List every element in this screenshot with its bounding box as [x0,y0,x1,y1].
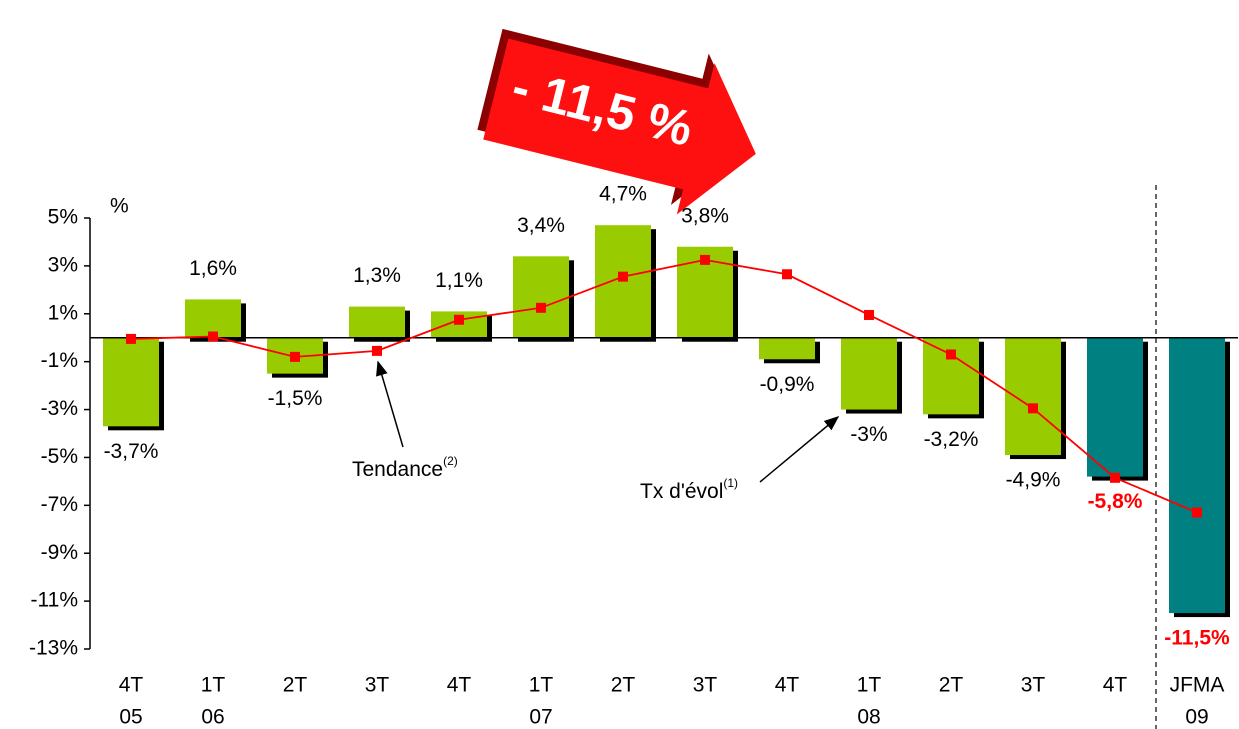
value-label: 3,8% [681,204,729,227]
annotation-sup: (2) [443,454,458,468]
bar [923,337,979,415]
trend-line [130,258,1198,514]
x-tick-label: 06 [201,706,224,729]
value-label: -0,9% [760,373,815,396]
value-label: -3,2% [924,428,979,451]
headline-arrow: - 11,5 % [477,28,756,215]
x-tick-label: 4T [119,674,144,697]
x-tick-label: 1T [201,674,226,697]
y-tick-label: 1% [48,301,78,324]
x-tick-label: 3T [1021,674,1046,697]
trend-marker [372,345,382,356]
x-tick-label: 1T [529,674,554,697]
bar [185,299,241,338]
bar [1169,337,1225,614]
annotation-text: Tx d'évol [640,480,723,503]
value-label: -3% [850,423,887,446]
value-label: -3,7% [104,440,159,463]
x-tick-label: 08 [857,706,880,729]
y-tick-label: -5% [41,445,78,468]
x-tick-label: 4T [1103,674,1128,697]
value-label: 1,3% [353,264,401,287]
y-tick-label: -7% [41,493,78,516]
trend-marker [1192,507,1202,518]
x-tick-label: 3T [693,674,718,697]
annotation-text: Tendance [352,458,443,481]
bar [513,256,569,338]
x-tick-label: 05 [119,706,142,729]
y-tick-label: -1% [41,349,78,372]
annotation: Tendance(2) [352,454,458,480]
annotation-arrow [759,416,840,483]
trend-marker [864,309,874,320]
x-tick-label: 4T [447,674,472,697]
x-tick-label: 4T [775,674,800,697]
value-label: -5,8% [1088,490,1143,513]
value-label: -1,5% [268,387,323,410]
trend-marker [536,302,546,313]
y-tick-label: 3% [48,253,78,276]
bar [349,306,405,338]
x-tick-label: JFMA [1170,674,1225,697]
bar [759,337,815,360]
y-tick-label: 5% [48,206,78,229]
x-tick-label: 09 [1185,706,1208,729]
bar [841,337,897,410]
trend-marker [1028,403,1038,414]
x-tick-label: 1T [857,674,882,697]
x-tick-label: 2T [283,674,308,697]
x-tick-label: 2T [611,674,636,697]
annotation-arrow [376,360,404,448]
trend-marker [126,333,136,344]
bar [1087,337,1143,477]
value-label: 1,1% [435,269,483,292]
y-unit: % [110,195,129,218]
value-label: -4,9% [1006,469,1061,492]
y-tick-label: -9% [41,541,78,564]
value-label: 1,6% [189,257,237,280]
annotation-sup: (1) [723,476,738,490]
value-label: 3,4% [517,214,565,237]
bar [103,337,159,427]
x-tick-label: 07 [529,706,552,729]
trend-marker [782,269,792,280]
trend-marker [618,271,628,282]
trend-marker [700,254,710,265]
x-tick-label: 3T [365,674,390,697]
trend-marker [1110,472,1120,483]
y-tick-label: -11% [31,589,78,612]
arrow [483,38,756,215]
y-tick-label: -13% [29,637,78,660]
value-label: -11,5% [1164,627,1230,650]
annotation: Tx d'évol(1) [640,476,738,502]
trend-marker [290,351,300,362]
trend-marker [454,314,464,325]
value-label: 4,7% [599,183,647,206]
trend-marker [208,331,218,342]
x-tick-label: 2T [939,674,964,697]
trend-marker [946,349,956,360]
y-tick-label: -3% [41,397,78,420]
